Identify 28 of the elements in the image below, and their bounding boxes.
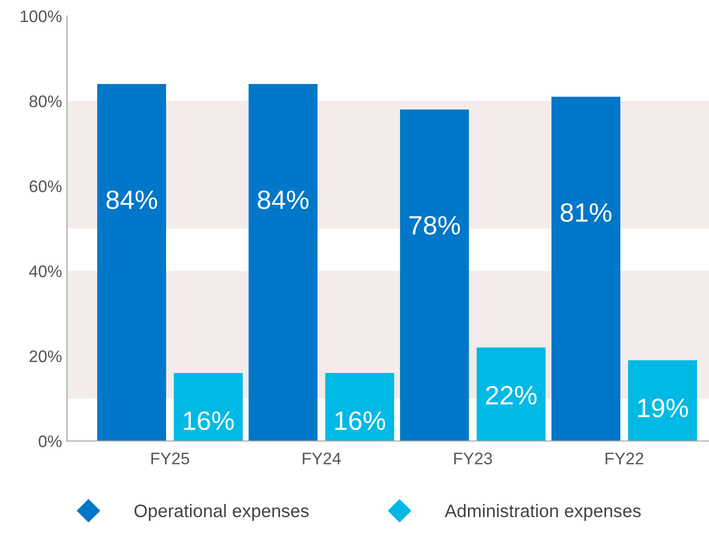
bar: [551, 96, 620, 441]
text: 19%: [638, 398, 688, 418]
bar: [476, 348, 546, 441]
bar: [628, 360, 697, 441]
text: 22%: [486, 386, 537, 404]
bar: [400, 110, 469, 441]
text: 84%: [106, 190, 158, 210]
bar: [174, 373, 243, 441]
x-tick-label: FY23: [454, 452, 492, 464]
text: 16%: [335, 411, 386, 430]
legend-label: Administration expenses: [444, 504, 641, 521]
text: 84%: [258, 190, 309, 210]
y-tick-label: 100%: [20, 10, 62, 22]
text: 78%: [409, 216, 460, 235]
text: 81%: [560, 203, 612, 222]
y-tick-label: 80%: [30, 95, 62, 108]
y-tick-label: 60%: [30, 180, 62, 192]
bar: [97, 84, 166, 441]
legend-label: Operational expenses: [134, 504, 309, 521]
bar: [248, 84, 318, 441]
text: 16%: [184, 411, 234, 430]
x-tick-label: FY24: [302, 452, 341, 464]
y-tick-label: 20%: [30, 350, 62, 362]
x-tick-label: FY22: [606, 452, 644, 464]
x-tick-label: FY25: [151, 452, 190, 464]
y-tick-label: 0%: [38, 435, 62, 448]
y-tick-label: 40%: [29, 265, 62, 278]
bar: [325, 373, 394, 441]
